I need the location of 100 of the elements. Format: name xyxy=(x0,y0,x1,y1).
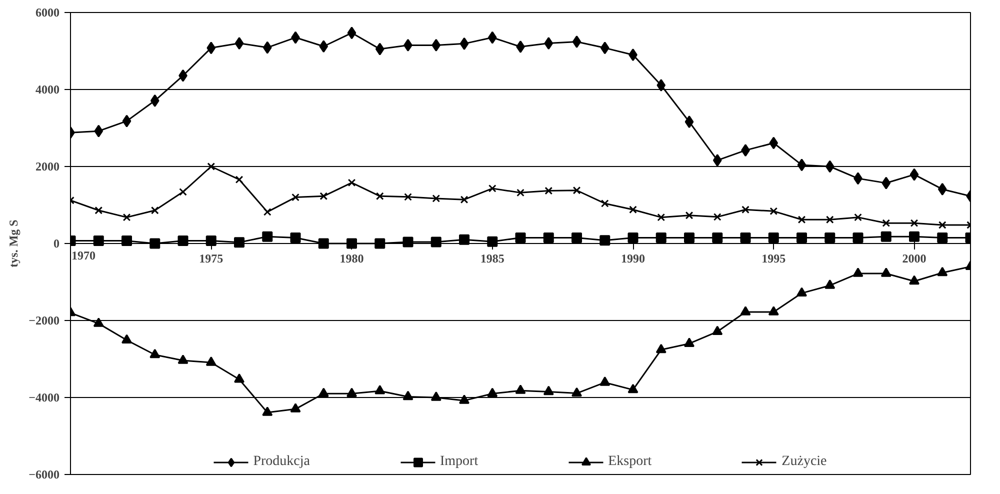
point xyxy=(543,232,554,243)
point xyxy=(656,79,666,92)
point xyxy=(150,94,160,107)
point xyxy=(150,206,159,214)
point xyxy=(769,136,778,150)
point xyxy=(374,238,386,249)
point xyxy=(516,188,524,197)
point xyxy=(572,186,581,194)
point xyxy=(600,376,610,386)
point xyxy=(544,186,553,195)
point xyxy=(768,232,779,243)
point xyxy=(685,211,694,220)
point xyxy=(402,236,414,248)
point xyxy=(600,200,609,208)
point xyxy=(122,334,132,344)
point xyxy=(234,373,244,383)
point xyxy=(798,216,806,224)
point xyxy=(796,232,807,243)
point xyxy=(909,275,920,285)
point xyxy=(374,385,386,394)
point xyxy=(824,232,836,243)
point xyxy=(796,287,807,297)
point xyxy=(515,232,526,243)
point xyxy=(572,387,582,397)
point xyxy=(910,168,919,181)
point xyxy=(938,182,947,196)
point xyxy=(488,184,496,192)
point xyxy=(206,42,216,54)
point xyxy=(346,388,357,397)
point xyxy=(937,232,948,243)
x-tick-label: 1995 xyxy=(762,252,786,266)
point xyxy=(488,31,497,44)
point xyxy=(93,318,104,327)
point xyxy=(882,219,890,228)
point xyxy=(880,268,892,277)
point xyxy=(234,237,244,248)
point xyxy=(290,232,301,243)
point xyxy=(937,266,948,276)
point xyxy=(628,384,638,394)
point xyxy=(797,158,806,172)
point xyxy=(263,208,272,216)
point xyxy=(742,206,750,214)
point xyxy=(600,235,610,246)
x-tick-label: 2000 xyxy=(902,252,926,266)
point xyxy=(824,280,836,289)
x-tick-label: 1990 xyxy=(621,252,645,266)
point xyxy=(262,41,272,54)
point xyxy=(825,160,834,173)
x-tick-label: 1980 xyxy=(340,252,364,266)
point xyxy=(318,238,329,249)
point xyxy=(122,114,132,128)
point xyxy=(826,216,834,224)
legend-label: Zużycie xyxy=(782,454,827,470)
point xyxy=(320,192,328,200)
point xyxy=(404,192,412,201)
point xyxy=(318,388,329,397)
point xyxy=(740,232,751,243)
point xyxy=(487,388,498,397)
point xyxy=(854,213,862,222)
point xyxy=(262,231,273,242)
point xyxy=(459,394,470,404)
point xyxy=(880,231,892,242)
point xyxy=(93,236,104,246)
point xyxy=(94,206,103,214)
point xyxy=(430,236,442,248)
point xyxy=(460,37,469,50)
y-axis-title: tys. Mg S xyxy=(6,219,21,268)
point xyxy=(122,213,131,222)
point xyxy=(572,232,582,243)
point xyxy=(684,116,694,128)
y-tick-label: −4000 xyxy=(28,390,60,404)
y-tick-label: 4000 xyxy=(36,82,60,96)
point xyxy=(179,188,187,196)
point xyxy=(656,232,666,243)
point xyxy=(262,406,273,416)
point xyxy=(460,196,468,204)
point xyxy=(938,221,946,229)
point xyxy=(909,231,920,242)
point xyxy=(600,42,610,54)
point xyxy=(347,26,356,40)
point xyxy=(713,213,722,221)
point xyxy=(206,356,216,366)
point xyxy=(94,124,104,138)
y-tick-label: 6000 xyxy=(36,6,60,20)
y-tick-label: −2000 xyxy=(28,314,60,328)
point xyxy=(402,390,414,400)
point xyxy=(684,338,694,347)
point xyxy=(432,194,440,202)
y-tick-label: 0 xyxy=(54,236,60,250)
point xyxy=(712,326,723,336)
point xyxy=(376,192,384,200)
point xyxy=(852,268,864,277)
point xyxy=(430,392,442,401)
point xyxy=(319,40,328,53)
point xyxy=(572,36,582,48)
point xyxy=(234,37,244,50)
point xyxy=(122,236,132,246)
x-tick-label: 1975 xyxy=(199,252,224,266)
point xyxy=(178,236,188,246)
point xyxy=(852,232,864,243)
